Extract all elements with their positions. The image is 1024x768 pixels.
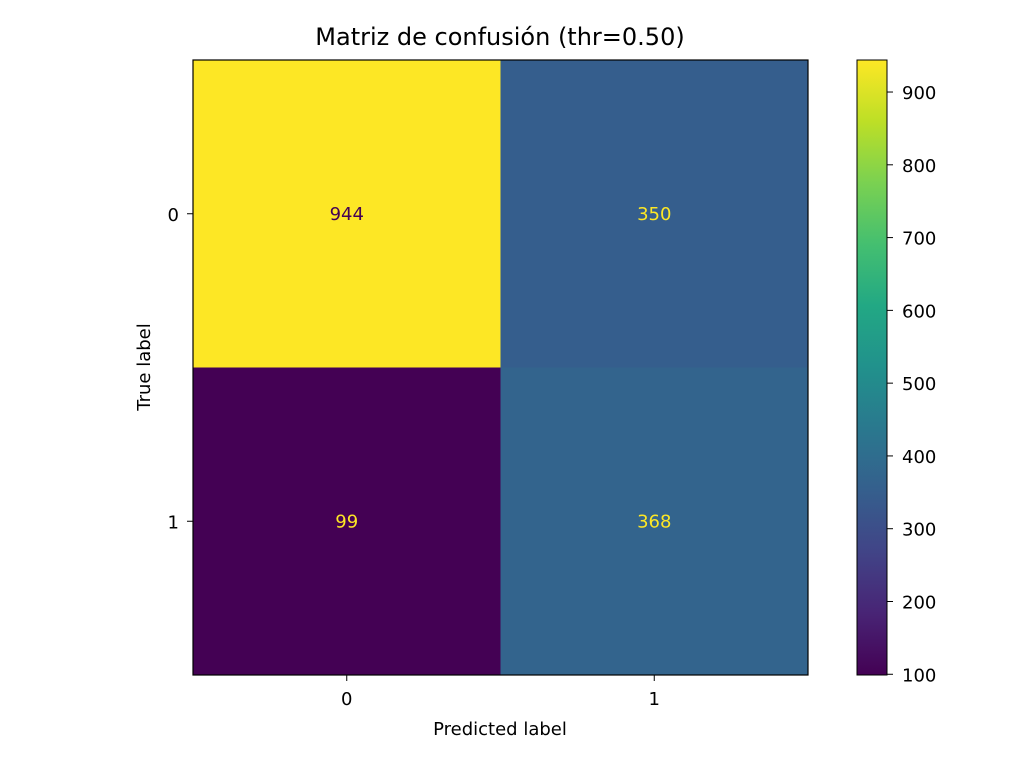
y-axis-label: True label: [134, 323, 155, 412]
heatmap-cell-labels: 944 350 99 368: [330, 204, 672, 533]
colorbar: [856, 59, 888, 676]
cell-value-label: 99: [335, 511, 358, 532]
colorbar-ticks: 100 200 300 400 500 600 700 800 900: [887, 83, 936, 686]
plot-frame: [192, 59, 809, 676]
colorbar-tick-label: 400: [902, 447, 936, 468]
colorbar-tick-label: 500: [902, 374, 936, 395]
heatmap-cell: [193, 60, 501, 368]
heatmap-cell: [500, 60, 809, 368]
y-tick-label: 0: [168, 205, 179, 226]
y-axis-ticks: 01: [168, 205, 193, 533]
colorbar-tick-label: 800: [902, 156, 936, 177]
colorbar-tick-label: 200: [902, 592, 936, 613]
y-tick-label: 1: [168, 512, 179, 533]
cell-value-label: 350: [637, 204, 671, 225]
cell-value-label: 944: [330, 204, 364, 225]
colorbar-tick-label: 900: [902, 83, 936, 104]
colorbar-tick-label: 600: [902, 301, 936, 322]
heatmap-cells: [193, 60, 809, 676]
heatmap-cell: [500, 367, 809, 676]
x-tick-label: 1: [649, 689, 660, 710]
chart-title: Matriz de confusión (thr=0.50): [315, 23, 684, 51]
heatmap-cell: [193, 367, 501, 676]
x-tick-label: 0: [341, 689, 352, 710]
colorbar-tick-label: 100: [902, 665, 936, 686]
colorbar-tick-label: 300: [902, 520, 936, 541]
cell-value-label: 368: [637, 511, 671, 532]
colorbar-tick-label: 700: [902, 229, 936, 250]
x-axis-label: Predicted label: [433, 719, 567, 740]
